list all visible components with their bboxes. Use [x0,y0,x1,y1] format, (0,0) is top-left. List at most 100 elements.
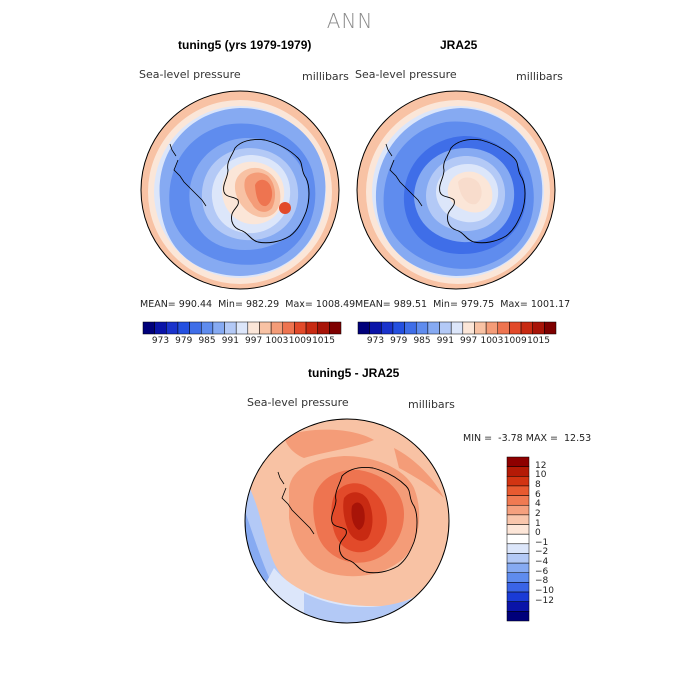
colorbar-tick-label: 991 [436,336,454,346]
colorbar-tick-label: 12 [535,460,547,471]
colorbar-swatch [506,495,530,506]
colorbar-tick-label: 1 [535,518,541,529]
colorbar-tick-label: 2 [535,508,541,519]
colorbar-swatch [506,504,530,516]
stats-model: MEAN= 990.44 Min= 982.29 Max= 1008.49 [140,299,356,310]
colorbar-swatch [200,321,214,335]
colorbar-swatch [247,321,260,335]
colorbar-swatch [282,321,295,335]
colorbar-tick-label: 8 [535,479,541,490]
map-boundary-circle [140,90,340,290]
colorbar-swatch [506,582,530,593]
colorbar-swatch [317,321,330,335]
colorbar-tick-label: −10 [535,586,554,597]
colorbar-swatch [142,321,155,335]
colorbar-swatch [224,321,237,335]
colorbar-swatch [270,321,284,335]
map-fill-high-2 [458,177,482,205]
map-fill-high-4 [255,179,273,207]
colorbar-tick-label: −1 [535,537,549,548]
colorbar-swatch [189,321,202,335]
colorbar-swatch [177,321,190,335]
colorbar-tick-label: −6 [535,566,549,577]
stats-diff: MIN = -3.78 MAX = 12.53 [463,433,592,444]
panel-label-units-diff: millibars [408,398,455,411]
colorbar-tick-label: 10 [535,470,547,481]
antarctica-coastline [223,139,310,244]
colorbar-obs [357,321,557,335]
colorbar-tick-label: 997 [245,336,263,346]
colorbar-swatch [462,321,475,335]
colorbar-swatch [532,321,545,335]
colorbar-swatch [506,572,530,583]
colorbar-tick-label: 979 [390,336,408,346]
colorbar-tick-label: −4 [535,557,549,568]
colorbar-tick-label: 979 [175,336,193,346]
map-fill-pos-ne [394,448,444,498]
colorbar-swatch [450,321,464,335]
colorbar-swatch [485,321,499,335]
colorbar-swatch [439,321,452,335]
colorbar-tick-label: −8 [535,576,549,587]
polar-map-model [140,90,340,290]
south-america-coastline [385,143,423,207]
antarctica-coastline [331,467,418,574]
colorbar-swatch [212,321,225,335]
colorbar-swatch [166,321,179,335]
colorbar-swatch [506,456,530,467]
colorbar-tick-label: −12 [535,595,554,606]
colorbar-swatch [427,321,440,335]
colorbar-labels-model: 973 979 985 991 997 1003 1009 1015 [143,336,341,348]
colorbar-tick-label: 997 [460,336,478,346]
colorbar-swatch [506,476,530,487]
antarctica-coastline [439,139,526,244]
colorbar-swatch [506,611,530,622]
colorbar-swatch [154,321,167,335]
colorbar-swatch [294,321,307,335]
colorbar-swatch [506,533,530,545]
panel-title-diff: tuning5 - JRA25 [308,366,400,380]
colorbar-swatch [506,562,530,574]
colorbar-swatch [474,321,487,335]
panel-label-units-model: millibars [302,70,349,83]
colorbar-swatch [235,321,249,335]
colorbar-diff [506,456,530,622]
south-america-coastline [277,471,315,535]
map-boundary-circle [356,90,556,290]
colorbar-tick-label: 1015 [527,336,550,346]
colorbar-swatch [329,321,342,335]
colorbar-swatch [259,321,272,335]
colorbar-labels-diff: 12 10 8 6 4 2 1 0 −1 −2 −4 −6 −8 −10 −12 [535,457,575,621]
colorbar-model [142,321,342,335]
colorbar-swatch [520,321,533,335]
colorbar-tick-label: 973 [151,336,170,346]
colorbar-swatch [506,601,530,612]
colorbar-tick-label: 991 [221,336,239,346]
map-boundary-circle [244,418,450,624]
panel-label-variable-obs: Sea-level pressure [355,68,457,81]
colorbar-swatch [357,321,370,335]
colorbar-swatch [404,321,417,335]
colorbar-swatch [305,321,318,335]
colorbar-swatch [506,514,530,525]
colorbar-tick-label: 1009 [503,336,527,346]
colorbar-swatch [506,485,530,496]
panel-label-variable-model: Sea-level pressure [139,68,241,81]
map-fill-pos-6 [351,502,365,530]
colorbar-tick-label: 1003 [480,336,504,346]
map-fill-high-5 [279,202,291,214]
colorbar-swatch [506,466,530,477]
stats-obs: MEAN= 989.51 Min= 979.75 Max= 1001.17 [355,299,571,310]
colorbar-tick-label: 985 [198,336,216,346]
figure-title: ANN [326,9,374,33]
polar-map-obs [356,90,556,290]
colorbar-tick-label: 1009 [288,336,312,346]
map-fill-pos-north [284,429,374,458]
colorbar-tick-label: 973 [366,336,385,346]
colorbar-swatch [506,553,530,564]
colorbar-tick-label: 985 [413,336,431,346]
colorbar-swatch [544,321,557,335]
colorbar-tick-label: 4 [535,499,541,510]
panel-title-model: tuning5 (yrs 1979-1979) [178,38,312,52]
colorbar-tick-label: 1015 [312,336,335,346]
